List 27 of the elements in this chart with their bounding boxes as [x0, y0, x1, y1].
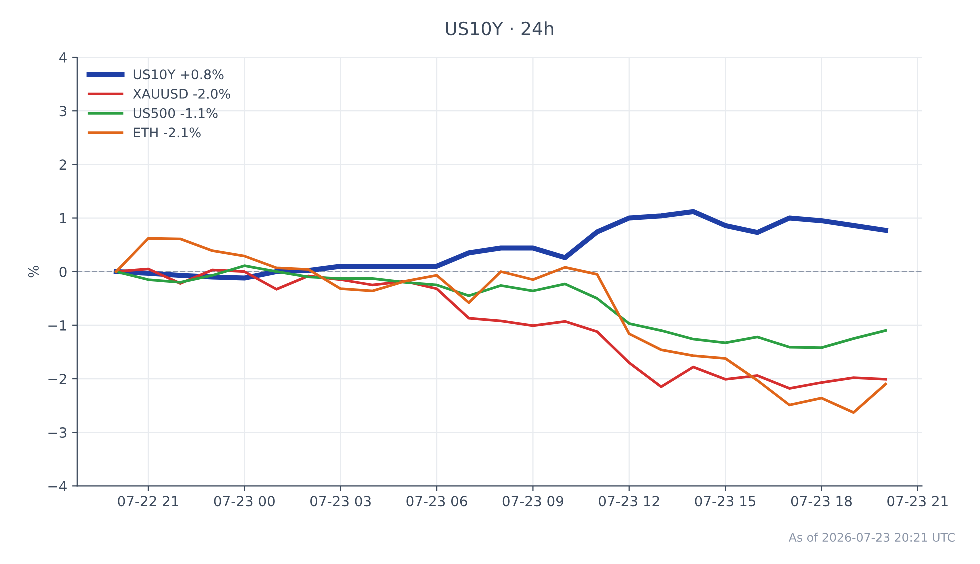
line-series	[115, 264, 888, 350]
legend-label: XAUUSD -2.0%	[133, 89, 230, 99]
x-tick-label: 07-23 00	[214, 496, 275, 507]
text: As of 2026-07-23 20:21 UTC	[788, 532, 955, 542]
legend-label: US500 -1.1%	[134, 108, 218, 118]
chart-title: US10Y · 24h	[446, 22, 554, 36]
x-tick-label: 07-23 15	[695, 496, 756, 507]
x-tick-label: 07-22 21	[118, 496, 178, 507]
x-tick-label: 07-23 03	[310, 496, 371, 507]
x-tick-label: 07-23 09	[502, 496, 564, 507]
y-tick-label: 0	[60, 266, 67, 278]
y-tick-label: −3	[48, 428, 67, 438]
y-axis-title: %	[28, 266, 39, 278]
legend-label: ETH -2.1%	[134, 128, 201, 138]
y-tick-label: −1	[48, 320, 66, 331]
x-tick-label: 07-23 18	[791, 496, 852, 507]
line-series	[115, 237, 888, 414]
x-tick-label: 07-23 21	[888, 496, 948, 507]
legend-label: US10Y +0.8%	[134, 70, 224, 80]
y-tick-label: −2	[48, 374, 66, 384]
y-tick-label: 1	[60, 213, 66, 224]
y-tick-label: 4	[60, 52, 67, 63]
x-tick-label: 07-23 12	[599, 496, 660, 507]
y-tick-label: −4	[48, 481, 67, 492]
y-tick-label: 2	[60, 160, 66, 170]
x-tick-label: 07-23 06	[406, 496, 468, 507]
y-tick-label: 3	[60, 106, 67, 117]
